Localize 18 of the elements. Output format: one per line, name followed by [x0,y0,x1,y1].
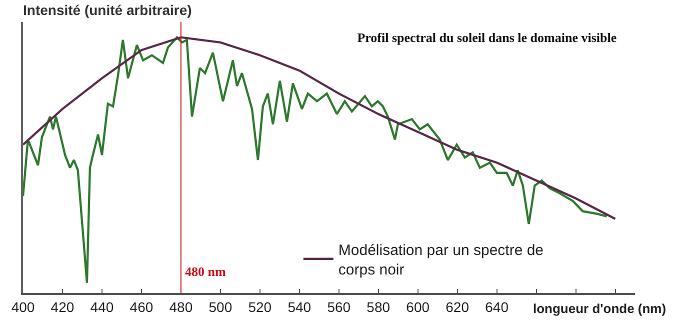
x-tick-label: 440 [90,298,114,315]
x-tick-label: 520 [248,298,272,315]
y-axis-title: Intensité (unité arbitraire) [23,2,192,18]
x-tick-label: 400 [11,298,35,315]
x-tick-label: 480 [169,298,193,315]
chart-title: Profil spectral du soleil dans le domaine visible [357,30,617,46]
x-tick-label: 640 [485,298,509,315]
x-tick-label: 460 [130,298,154,315]
x-axis-title: longueur d'onde (nm) [533,301,666,316]
x-tick-label: 420 [50,298,74,315]
x-tick-label: 560 [327,298,351,315]
x-tick-label: 540 [288,298,312,315]
x-tick-label: 600 [406,298,430,315]
x-tick-label: 580 [366,298,390,315]
legend-label: Modélisation par un spectre de corps noir [338,242,544,278]
ref-line-label: 480 nm [185,264,226,279]
x-tick-label: 620 [446,298,470,315]
x-tick-label: 500 [208,298,232,315]
